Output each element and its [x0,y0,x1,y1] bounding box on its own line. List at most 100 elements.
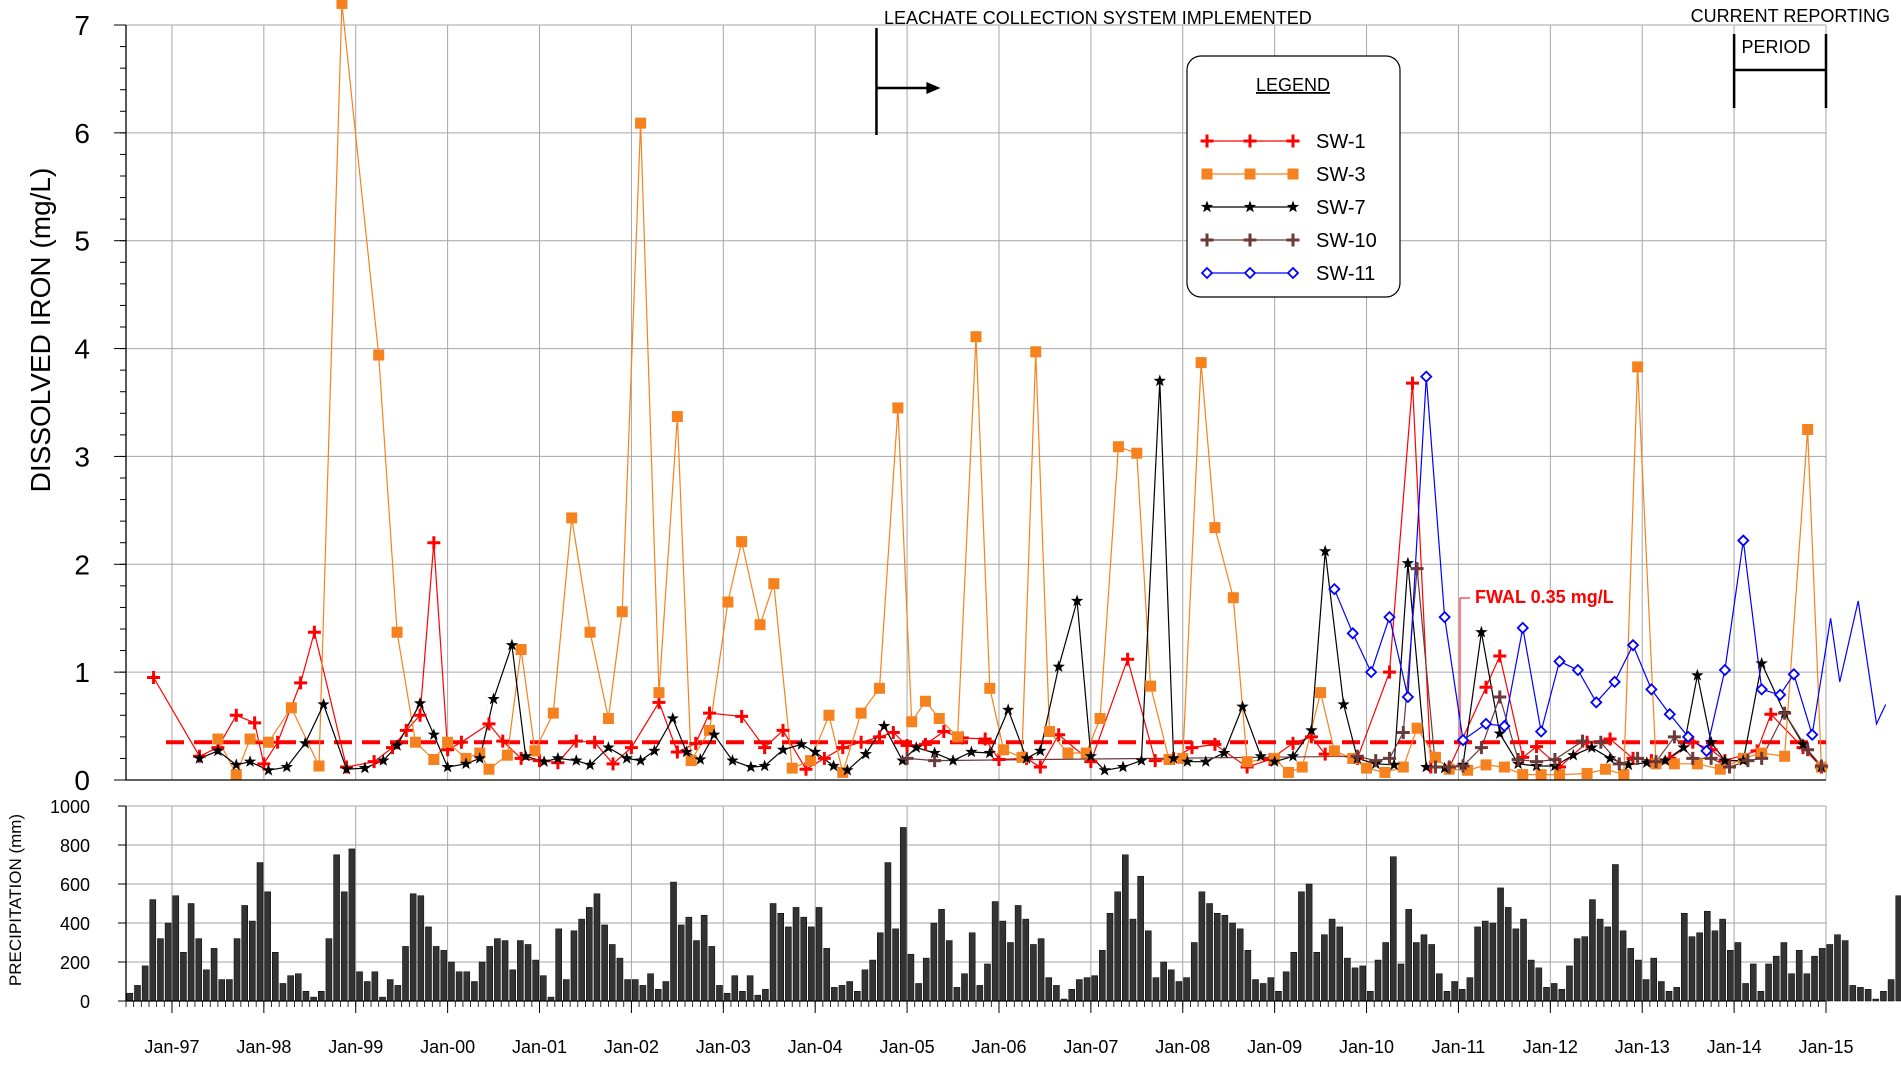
precip-bar [448,961,455,1002]
precip-bar [1857,987,1864,1002]
legend-label-sw-3: SW-3 [1316,164,1366,186]
precip-bar [455,971,463,1002]
point-sw-7 [570,754,583,766]
precip-bar [831,987,838,1002]
point-sw-7 [694,753,707,765]
precip-bar [1382,942,1389,1002]
point-sw-1 [776,723,790,737]
legend-label-sw-1: SW-1 [1316,131,1366,153]
precip-bar [1374,959,1382,1002]
fwal-reference-line [166,597,1826,745]
precip-bar [1436,973,1443,1002]
legend-marker-sw-7 [1200,200,1214,213]
precip-bar [984,963,991,1002]
current-period-annotation-line2: PERIOD [1741,37,1810,57]
precip-bar [195,938,203,1002]
point-sw-3 [653,687,665,699]
point-sw-3 [1554,769,1566,781]
point-sw-7 [1268,755,1281,767]
point-sw-11 [1571,663,1585,677]
precip-bar [1581,936,1589,1002]
point-sw-7 [1677,741,1690,753]
point-sw-1 [1405,376,1419,390]
point-sw-3 [805,755,817,767]
precip-bar [1305,883,1313,1002]
point-sw-10 [1442,760,1456,774]
x-tick-label: Jan-14 [1707,1037,1762,1057]
point-sw-7 [377,754,390,766]
precip-bar [1757,991,1765,1002]
point-sw-7 [230,758,243,771]
precip-bar [340,891,348,1002]
point-sw-10 [1801,743,1815,757]
precip-bar [1811,955,1818,1002]
precip-bar [601,924,608,1002]
point-sw-7 [776,743,790,756]
precip-bar [1619,930,1627,1002]
point-sw-7 [827,759,840,772]
point-sw-7 [473,751,486,764]
precip-bar [1612,864,1619,1002]
point-sw-10 [1530,755,1544,769]
point-sw-3 [919,695,931,707]
point-sw-1 [1764,707,1778,721]
point-sw-3 [685,755,697,767]
point-sw-7 [1705,735,1718,748]
precip-bar [157,938,164,1002]
point-sw-7 [809,745,822,758]
series-lines [153,3,1887,777]
point-sw-7 [1020,751,1033,764]
precip-bar [1007,942,1014,1002]
point-sw-1 [735,709,749,723]
precip-bar [593,893,601,1002]
precip-y-tick-labels: 0 200 400 600 800 1000 [50,797,90,1012]
point-sw-3 [313,760,325,772]
point-sw-3 [906,716,918,728]
x-tick-label: Jan-12 [1523,1037,1578,1057]
point-sw-1 [854,735,868,749]
point-sw-3 [1094,713,1106,725]
point-sw-10 [1456,759,1470,773]
iron-y-tick-label: 1 [74,657,90,688]
point-sw-7 [983,746,996,759]
precip-y-tick-label: 0 [80,992,90,1012]
precip-bar [1206,903,1213,1002]
precip-bar [616,957,624,1002]
point-sw-1 [978,732,992,746]
point-sw-7 [620,751,633,764]
point-sw-3 [1044,725,1056,737]
precip-bar [1014,905,1022,1002]
point-sw-1 [1148,754,1162,768]
point-sw-3 [1177,752,1189,764]
point-sw-3 [1282,766,1294,778]
point-sw-10 [1755,751,1769,765]
point-sw-3 [1462,764,1474,776]
point-sw-7 [280,760,293,773]
point-sw-7 [1052,660,1065,672]
point-sw-11 [1626,638,1640,652]
point-sw-1 [367,755,381,769]
point-sw-3 [984,682,996,694]
precip-bar [586,907,593,1002]
precip-bar [654,989,662,1002]
point-sw-3 [768,578,780,590]
point-sw-7 [1659,754,1672,766]
point-sw-1 [670,745,684,759]
precip-bar [1481,920,1489,1002]
precip-bar [991,901,999,1002]
precip-bar [210,948,218,1002]
leachate-annotation: LEACHATE COLLECTION SYSTEM IMPLEMENTED [884,8,1312,28]
point-sw-10 [1493,690,1507,704]
legend-marker-sw-7 [1286,200,1300,213]
point-sw-1 [937,724,951,738]
precip-bar [1589,899,1596,1002]
point-sw-3 [1112,441,1124,453]
precip-bar [1106,913,1114,1002]
precip-bar [425,926,432,1002]
precip-bar [180,952,187,1002]
point-sw-10 [1428,760,1442,774]
point-sw-7 [1217,746,1231,759]
point-sw-7 [1116,760,1130,773]
precip-bar [1727,950,1734,1002]
point-sw-7 [744,760,757,773]
